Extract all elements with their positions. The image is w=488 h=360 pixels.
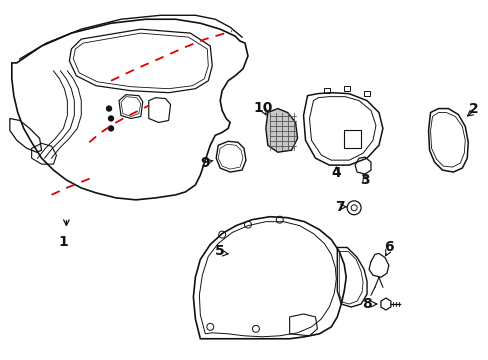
Polygon shape [265, 109, 297, 152]
Text: 7: 7 [335, 200, 345, 214]
Text: 6: 6 [383, 240, 393, 255]
Text: 1: 1 [59, 234, 68, 248]
Text: 4: 4 [331, 166, 341, 180]
Text: 8: 8 [362, 297, 371, 311]
Text: 5: 5 [215, 244, 224, 258]
Text: 2: 2 [468, 102, 478, 116]
Text: 3: 3 [360, 173, 369, 187]
Circle shape [108, 126, 113, 131]
Circle shape [106, 106, 111, 111]
Text: 9: 9 [200, 156, 210, 170]
Text: 10: 10 [253, 100, 272, 114]
Circle shape [108, 116, 113, 121]
